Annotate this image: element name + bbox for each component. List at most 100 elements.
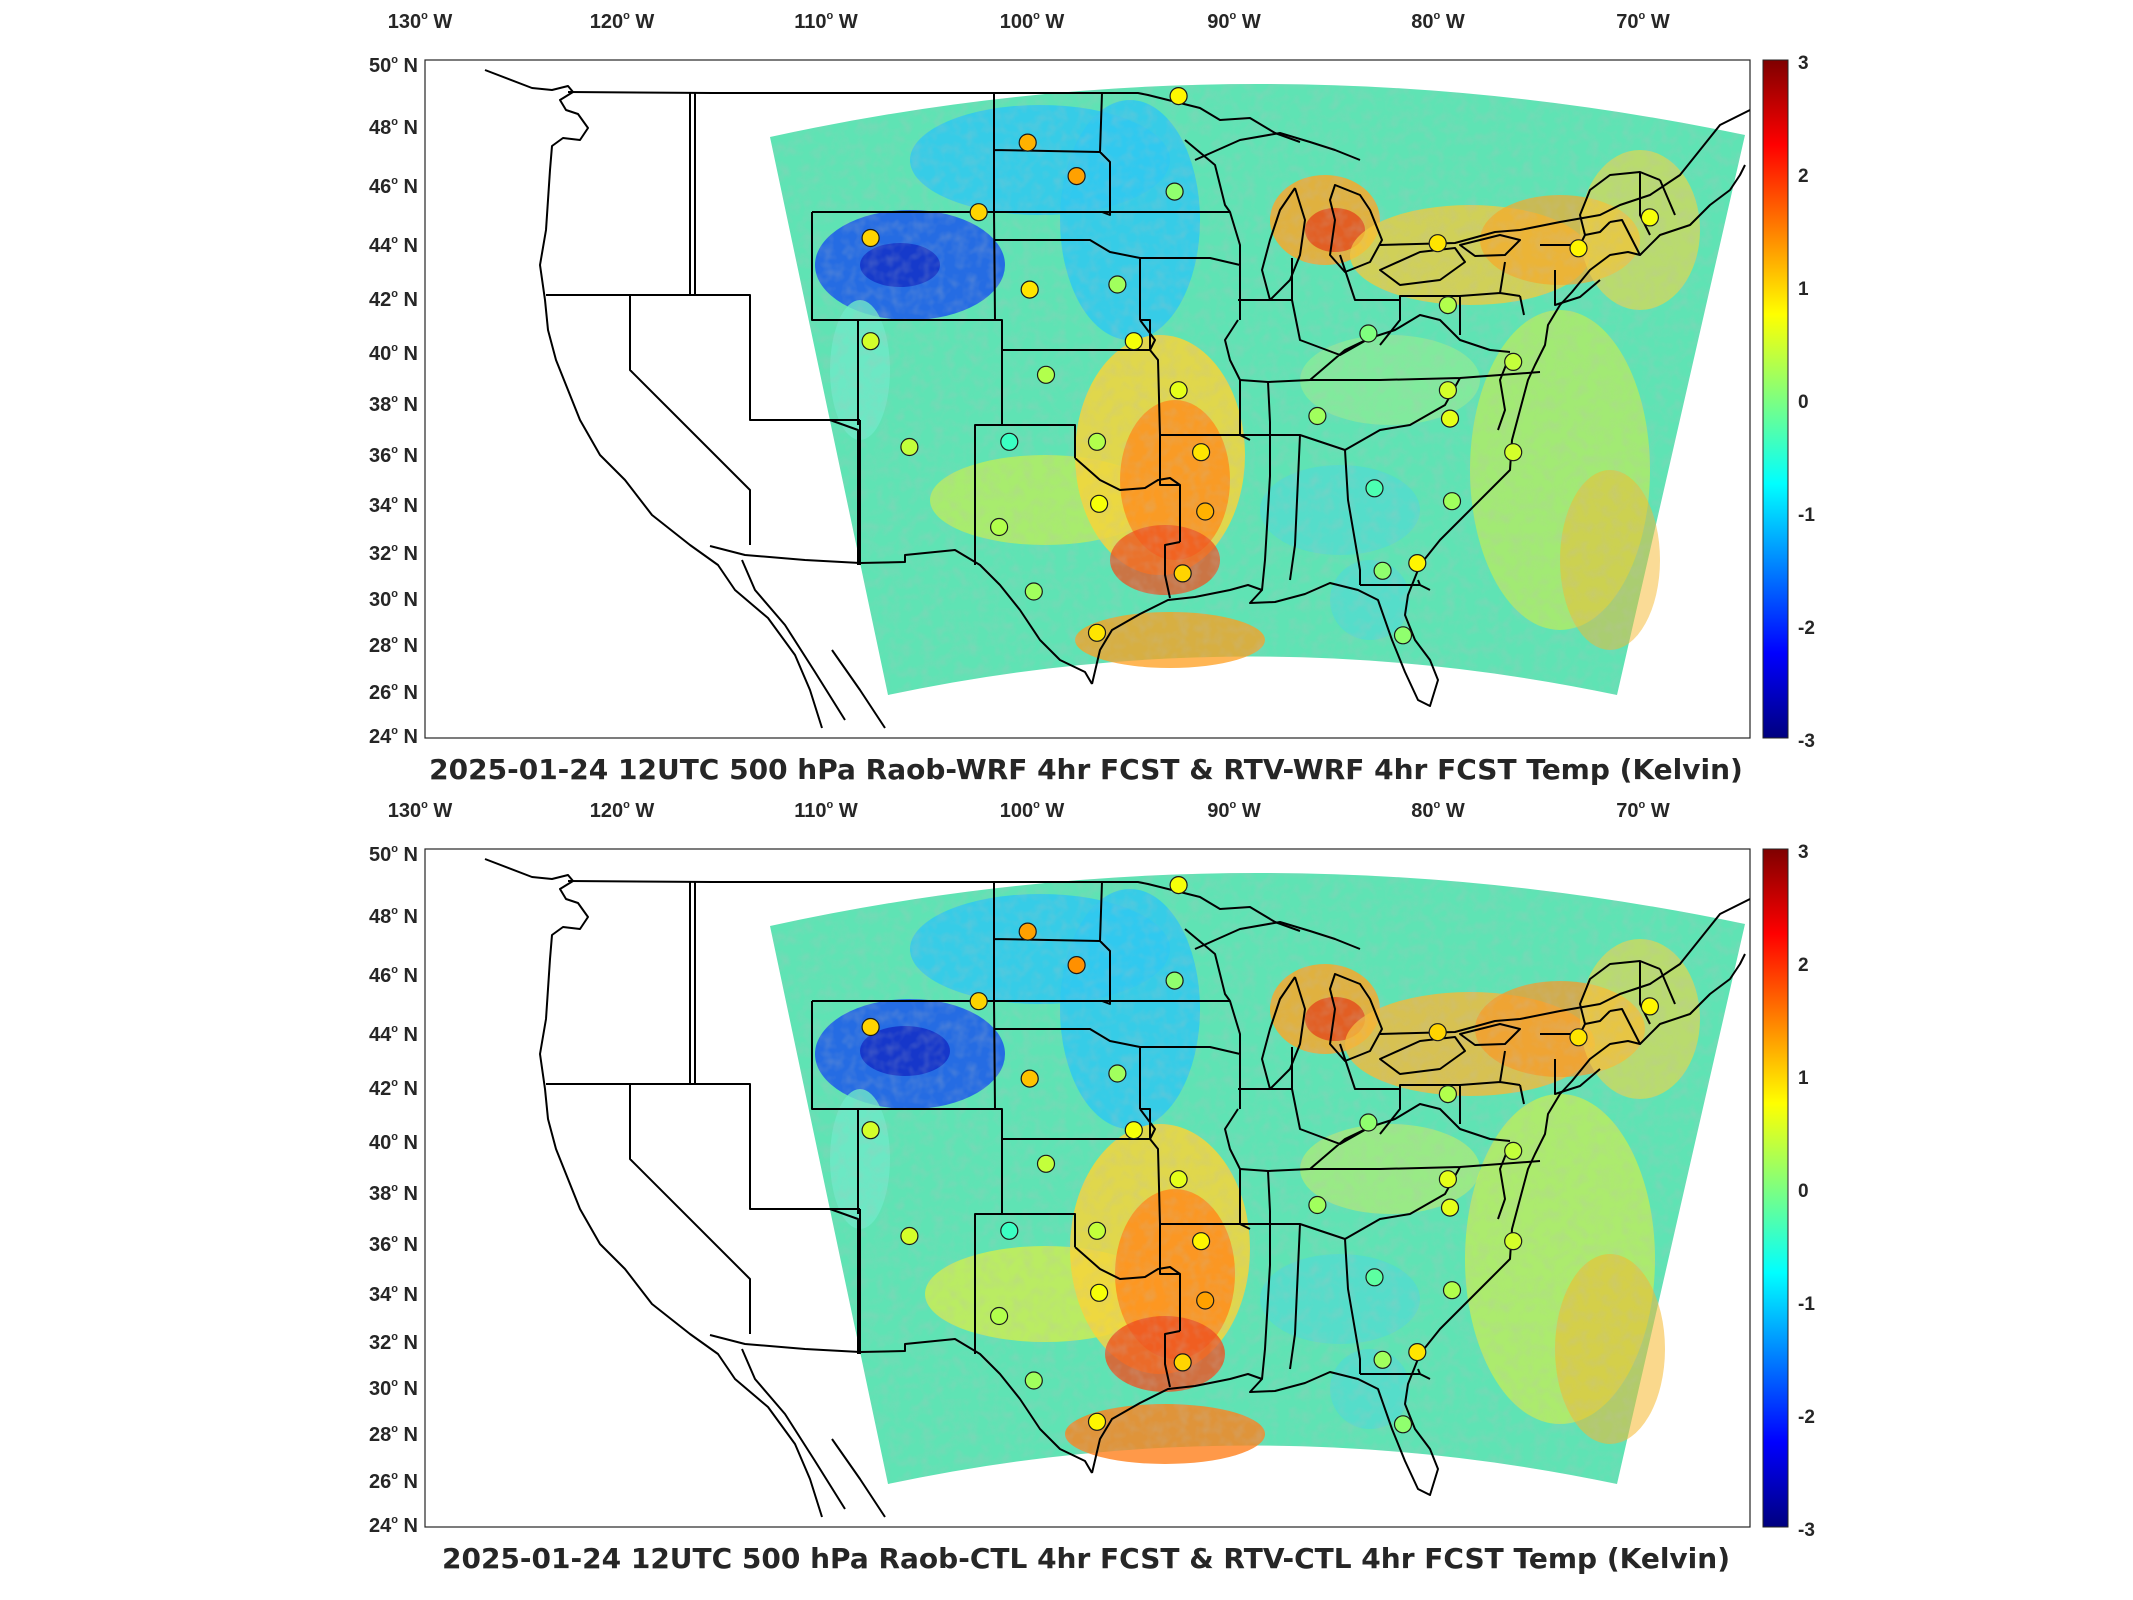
- lat-label: 40o N: [369, 1131, 418, 1154]
- station-marker: [1308, 406, 1327, 426]
- colorbar-tick-label: -1: [1798, 1294, 1815, 1315]
- lon-label: 110o W: [794, 799, 858, 822]
- station-marker: [1108, 1064, 1127, 1083]
- lat-label: 32o N: [369, 542, 418, 565]
- station-marker: [1440, 409, 1460, 428]
- panel-title: 2025-01-24 12UTC 500 hPa Raob-CTL 4hr FC…: [442, 1542, 1730, 1575]
- station-marker: [1087, 623, 1107, 642]
- lat-label: 24o N: [369, 725, 418, 748]
- lon-label: 100o W: [1000, 10, 1065, 33]
- boundaries: [484, 69, 1750, 729]
- panel-top: 130o W 120o W 110o W 100o W 90o W 80o W …: [369, 10, 1815, 786]
- station-marker: [969, 203, 988, 222]
- station-marker: [969, 992, 988, 1011]
- baja-coast: [741, 1348, 846, 1510]
- station-marker: [1087, 1221, 1107, 1240]
- station-marker: [1440, 1198, 1460, 1217]
- lat-label: 38o N: [369, 1182, 418, 1205]
- panel-title: 2025-01-24 12UTC 500 hPa Raob-WRF 4hr FC…: [429, 753, 1743, 786]
- lon-label: 120o W: [590, 10, 655, 33]
- station-marker: [1442, 1281, 1462, 1300]
- station-marker: [1569, 239, 1588, 258]
- lon-label: 90o W: [1207, 799, 1261, 822]
- lat-label: 50o N: [369, 843, 418, 866]
- station-marker: [1089, 494, 1109, 513]
- station-marker: [1087, 432, 1107, 451]
- station-marker: [1196, 1291, 1215, 1310]
- station-marker: [1365, 1268, 1384, 1287]
- lon-label: 80o W: [1411, 10, 1465, 33]
- station-marker: [1408, 553, 1427, 573]
- station-marker: [1196, 502, 1215, 521]
- lat-label: 48o N: [369, 905, 418, 928]
- station-marker: [1504, 1141, 1523, 1161]
- temperature-field: [770, 83, 1745, 696]
- colorbar: 3 2 1 0 -1 -2 -3: [1762, 842, 1815, 1541]
- lat-label: 36o N: [369, 1233, 418, 1256]
- colorbar-tick-label: -3: [1798, 1520, 1815, 1541]
- station-marker: [1169, 381, 1188, 400]
- station-marker: [861, 332, 880, 351]
- station-marker: [1438, 296, 1458, 315]
- colorbar-tick-label: -2: [1798, 618, 1815, 639]
- lat-label: 28o N: [369, 1423, 418, 1446]
- colorbar-tick-label: -1: [1798, 505, 1815, 526]
- state-borders: [546, 881, 1676, 1388]
- lat-label: 40o N: [369, 342, 418, 365]
- lon-label: 70o W: [1616, 799, 1670, 822]
- national-border: [567, 880, 1750, 1035]
- station-marker: [900, 1226, 919, 1246]
- lat-label: 34o N: [369, 1283, 418, 1306]
- gulf-coast: [1091, 953, 1746, 1496]
- station-marker: [1124, 332, 1143, 351]
- station-marker: [1569, 1028, 1588, 1047]
- station-marker: [1373, 561, 1392, 580]
- station-marker: [1373, 1350, 1392, 1369]
- colorbar-tick-label: 3: [1798, 842, 1809, 863]
- chesapeake-bay: [1497, 354, 1511, 431]
- station-marker: [1020, 1069, 1039, 1088]
- lon-label: 100o W: [1000, 799, 1065, 822]
- station-marker: [1067, 167, 1086, 186]
- station-marker: [1640, 997, 1660, 1016]
- swath-speckle: [770, 83, 1745, 696]
- stations: [861, 875, 1660, 1434]
- lon-labels: 130o W 120o W 110o W 100o W 90o W 80o W …: [388, 10, 1670, 33]
- station-marker: [1191, 1232, 1211, 1251]
- lon-label: 90o W: [1207, 10, 1261, 33]
- colorbar-tick-label: 0: [1798, 1181, 1809, 1202]
- colorbar: 3 2 1 0 -1 -2 -3: [1762, 53, 1815, 752]
- colorbar-tick-label: 1: [1798, 1068, 1809, 1089]
- lat-labels: 50o N 48o N 46o N 44o N 42o N 40o N 38o …: [369, 843, 418, 1537]
- panel-bottom: 130o W 120o W 110o W 100o W 90o W 80o W …: [369, 799, 1815, 1575]
- lon-label: 120o W: [590, 799, 655, 822]
- station-marker: [1504, 352, 1523, 371]
- station-marker: [1428, 1023, 1447, 1042]
- national-border: [567, 91, 1750, 246]
- station-marker: [1024, 582, 1043, 601]
- station-marker: [1359, 324, 1378, 343]
- station-marker: [1036, 1154, 1056, 1173]
- boundaries: [484, 858, 1750, 1518]
- baja-coast: [741, 559, 846, 721]
- lat-label: 28o N: [369, 634, 418, 657]
- swath-speckle: [770, 872, 1745, 1484]
- colorbar-tick-label: -2: [1798, 1407, 1815, 1428]
- station-marker: [861, 1121, 880, 1140]
- lat-label: 50o N: [369, 54, 418, 77]
- station-marker: [1640, 208, 1660, 227]
- station-marker: [1442, 492, 1462, 511]
- station-marker: [1408, 1342, 1427, 1362]
- station-marker: [1428, 234, 1447, 253]
- station-marker: [861, 228, 880, 248]
- station-marker: [900, 437, 919, 457]
- station-marker: [1393, 1415, 1413, 1434]
- lat-label: 36o N: [369, 444, 418, 467]
- lat-label: 26o N: [369, 681, 418, 704]
- station-marker: [861, 1017, 880, 1037]
- mexico-mainland-coast: [831, 1438, 886, 1518]
- lon-labels: 130o W 120o W 110o W 100o W 90o W 80o W …: [388, 799, 1670, 822]
- station-marker: [989, 517, 1009, 537]
- temperature-field: [770, 872, 1745, 1484]
